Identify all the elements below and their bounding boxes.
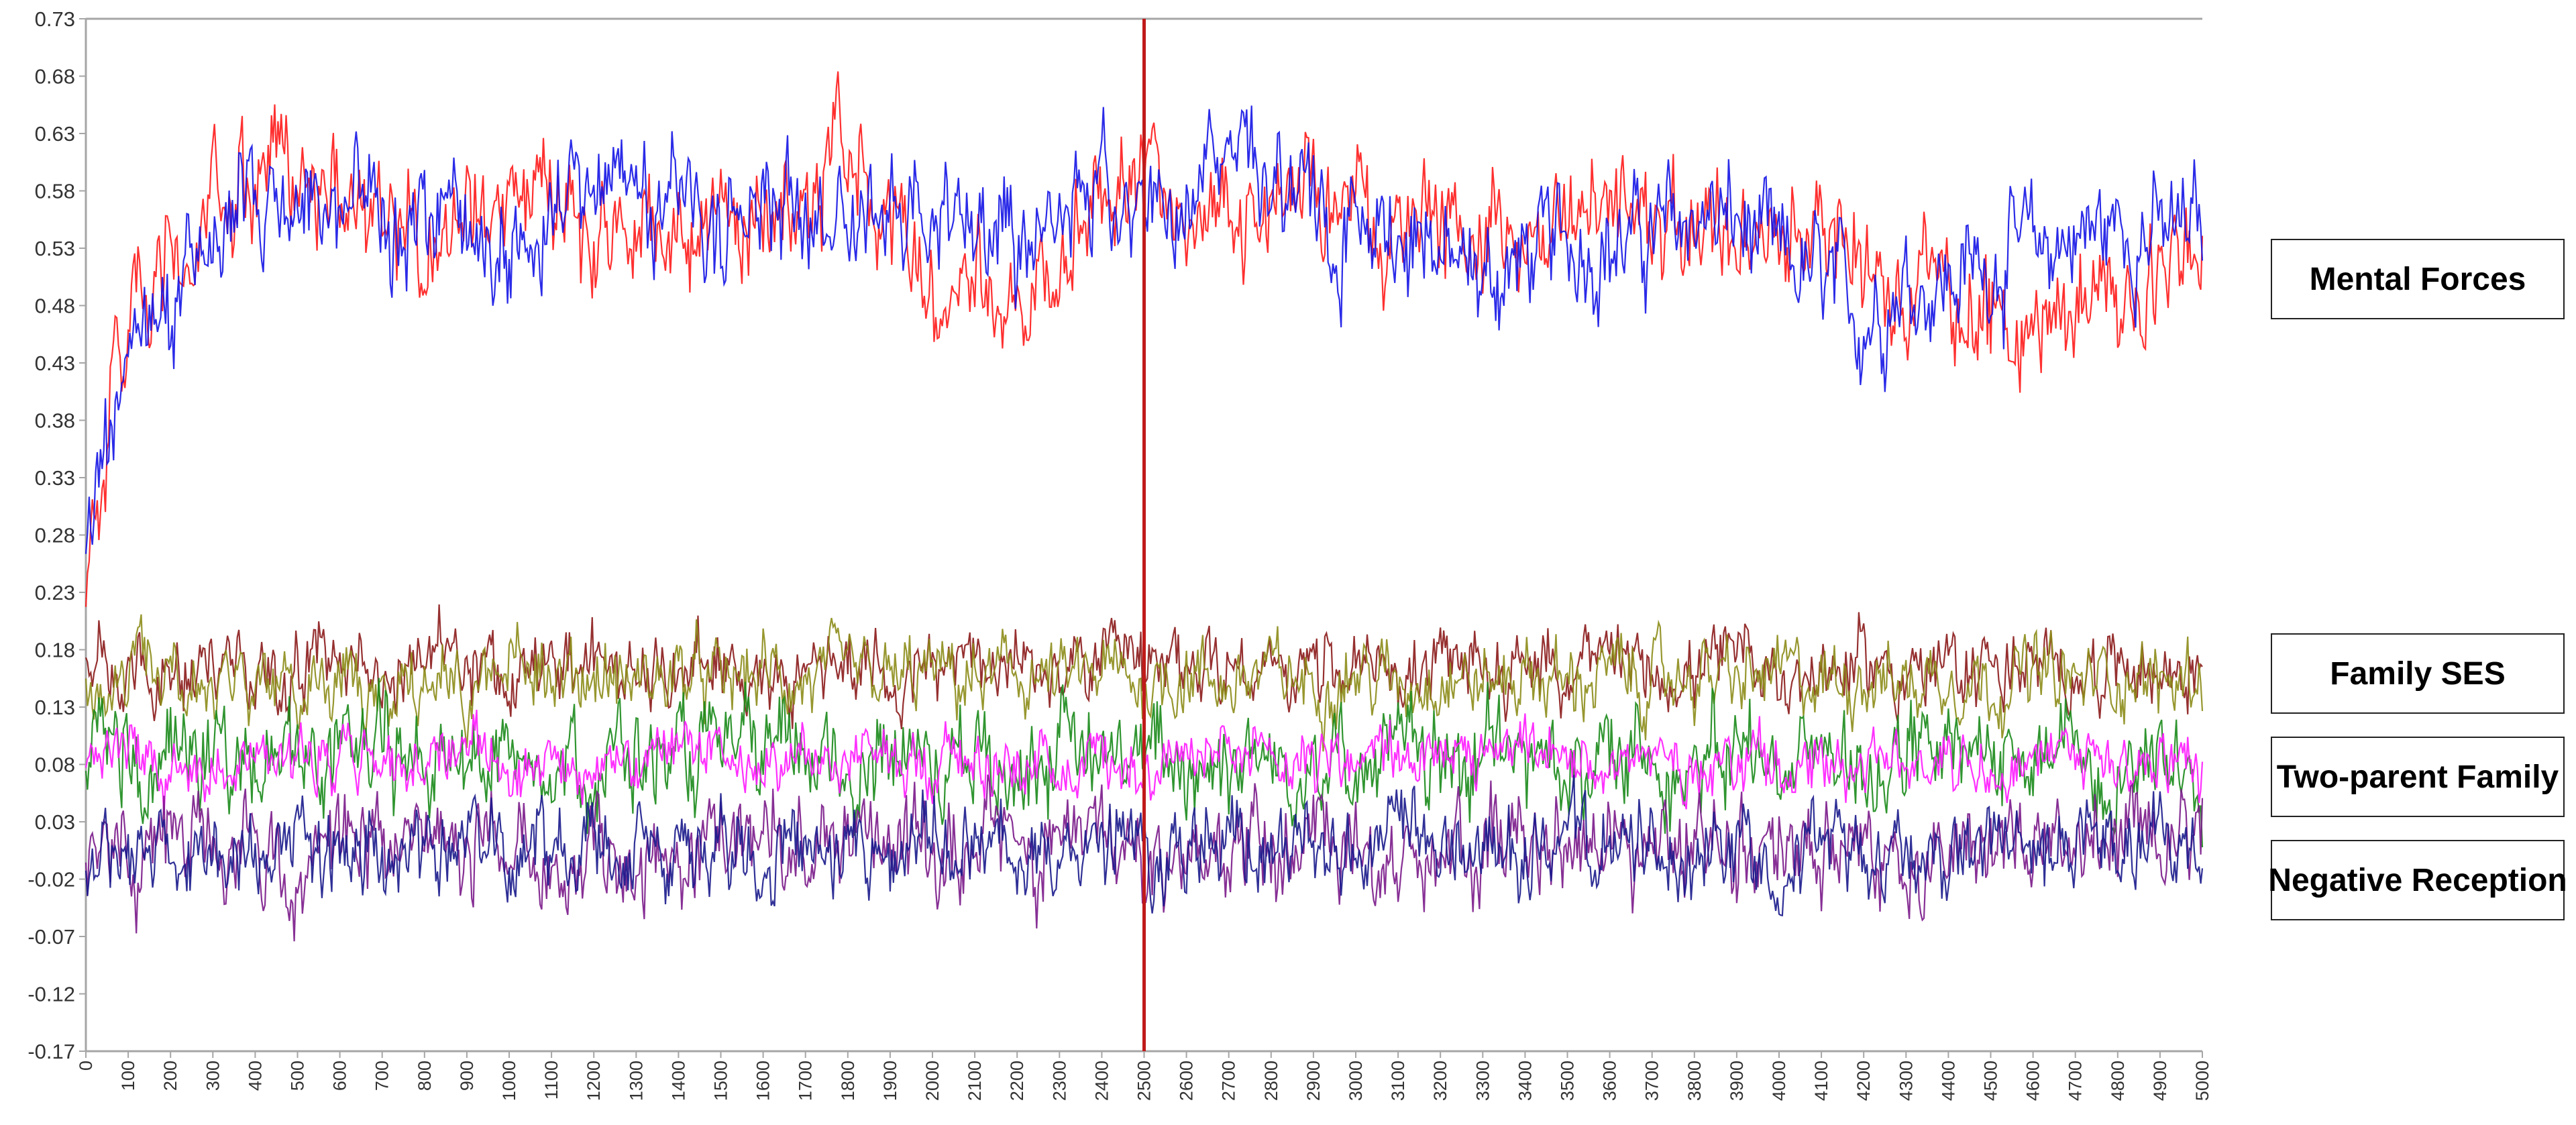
x-tick-label: 700: [372, 1061, 392, 1091]
x-tick-label: 2900: [1303, 1061, 1324, 1101]
x-tick-label: 1300: [626, 1061, 646, 1101]
x-tick-label: 1000: [499, 1061, 519, 1101]
legend-label: Family SES: [2330, 655, 2506, 692]
legend-label: Negative Reception: [2268, 862, 2567, 898]
x-tick-label: 3100: [1388, 1061, 1408, 1101]
x-tick-label: 500: [288, 1061, 308, 1091]
y-tick-label: -0.02: [28, 868, 75, 892]
y-tick-label: 0.08: [35, 753, 75, 777]
x-tick-label: 4400: [1938, 1061, 1958, 1101]
legend-label: Mental Forces: [2309, 261, 2526, 297]
legend-two-parent-family: Two-parent Family: [2271, 737, 2565, 817]
y-tick-label: 0.63: [35, 122, 75, 146]
y-tick-label: 0.53: [35, 237, 75, 260]
x-tick-label: 300: [203, 1061, 223, 1091]
legend-negative-reception: Negative Reception: [2268, 840, 2567, 920]
x-tick-label: 400: [245, 1061, 265, 1091]
x-axis: 0 100 200 300 400 500 600 700 800 900 1000 1100 1200…: [76, 1051, 2212, 1101]
x-tick-label: 2300: [1049, 1061, 1069, 1101]
y-tick-label: 0.13: [35, 696, 75, 719]
x-tick-label: 3900: [1727, 1061, 1747, 1101]
legend-mental-forces: Mental Forces: [2271, 239, 2565, 319]
x-tick-label: 2200: [1007, 1061, 1027, 1101]
x-tick-label: 2600: [1177, 1061, 1197, 1101]
x-tick-label: 4000: [1769, 1061, 1789, 1101]
x-tick-label: 1700: [796, 1061, 816, 1101]
y-tick-label: -0.17: [28, 1040, 75, 1063]
x-tick-label: 600: [330, 1061, 350, 1091]
y-tick-label: -0.07: [28, 925, 75, 949]
legend-label: Two-parent Family: [2276, 759, 2559, 795]
y-axis: 0.73 0.68 0.63 0.58 0.53 0.48 0.43 0.38 0.33 0.28…: [28, 7, 86, 1063]
y-tick-label: 0.18: [35, 639, 75, 662]
x-tick-label: 1900: [880, 1061, 900, 1101]
y-tick-label: -0.12: [28, 983, 75, 1006]
x-tick-label: 4900: [2150, 1061, 2170, 1101]
y-tick-label: 0.33: [35, 466, 75, 490]
x-tick-label: 2800: [1261, 1061, 1281, 1101]
x-tick-label: 3400: [1515, 1061, 1535, 1101]
y-tick-label: 0.38: [35, 409, 75, 433]
x-tick-label: 1400: [668, 1061, 688, 1101]
x-tick-label: 4600: [2023, 1061, 2043, 1101]
x-tick-label: 3700: [1642, 1061, 1662, 1101]
x-tick-label: 900: [457, 1061, 477, 1091]
x-tick-label: 2500: [1134, 1061, 1155, 1101]
x-tick-label: 4200: [1854, 1061, 1874, 1101]
y-tick-label: 0.23: [35, 581, 75, 604]
x-tick-label: 3200: [1430, 1061, 1450, 1101]
x-tick-label: 2400: [1091, 1061, 1112, 1101]
x-tick-label: 4100: [1811, 1061, 1831, 1101]
x-tick-label: 4300: [1896, 1061, 1916, 1101]
x-tick-label: 0: [76, 1061, 96, 1071]
x-tick-label: 100: [118, 1061, 138, 1091]
x-tick-label: 3800: [1684, 1061, 1705, 1101]
y-tick-label: 0.28: [35, 524, 75, 547]
x-tick-label: 3600: [1600, 1061, 1620, 1101]
x-tick-label: 200: [160, 1061, 180, 1091]
x-tick-label: 5000: [2192, 1061, 2212, 1101]
x-tick-label: 2100: [965, 1061, 985, 1101]
x-tick-label: 1100: [541, 1061, 561, 1100]
x-tick-label: 3300: [1472, 1061, 1493, 1101]
y-tick-label: 0.48: [35, 294, 75, 318]
y-tick-label: 0.43: [35, 352, 75, 375]
y-tick-label: 0.68: [35, 65, 75, 89]
x-tick-label: 4500: [1981, 1061, 2001, 1101]
x-tick-label: 3000: [1346, 1061, 1366, 1101]
x-tick-label: 1800: [838, 1061, 858, 1101]
y-tick-label: 0.58: [35, 180, 75, 203]
x-tick-label: 3500: [1558, 1061, 1578, 1101]
y-tick-label: 0.03: [35, 810, 75, 834]
x-tick-label: 4800: [2108, 1061, 2128, 1101]
x-tick-label: 2700: [1219, 1061, 1239, 1101]
x-tick-label: 2000: [922, 1061, 943, 1101]
legend-family-ses: Family SES: [2271, 633, 2565, 714]
x-tick-label: 1200: [584, 1061, 604, 1101]
x-tick-label: 800: [415, 1061, 435, 1091]
x-tick-label: 1500: [711, 1061, 731, 1101]
x-tick-label: 4700: [2065, 1061, 2086, 1101]
x-tick-label: 1600: [753, 1061, 773, 1101]
y-tick-label: 0.73: [35, 7, 75, 31]
